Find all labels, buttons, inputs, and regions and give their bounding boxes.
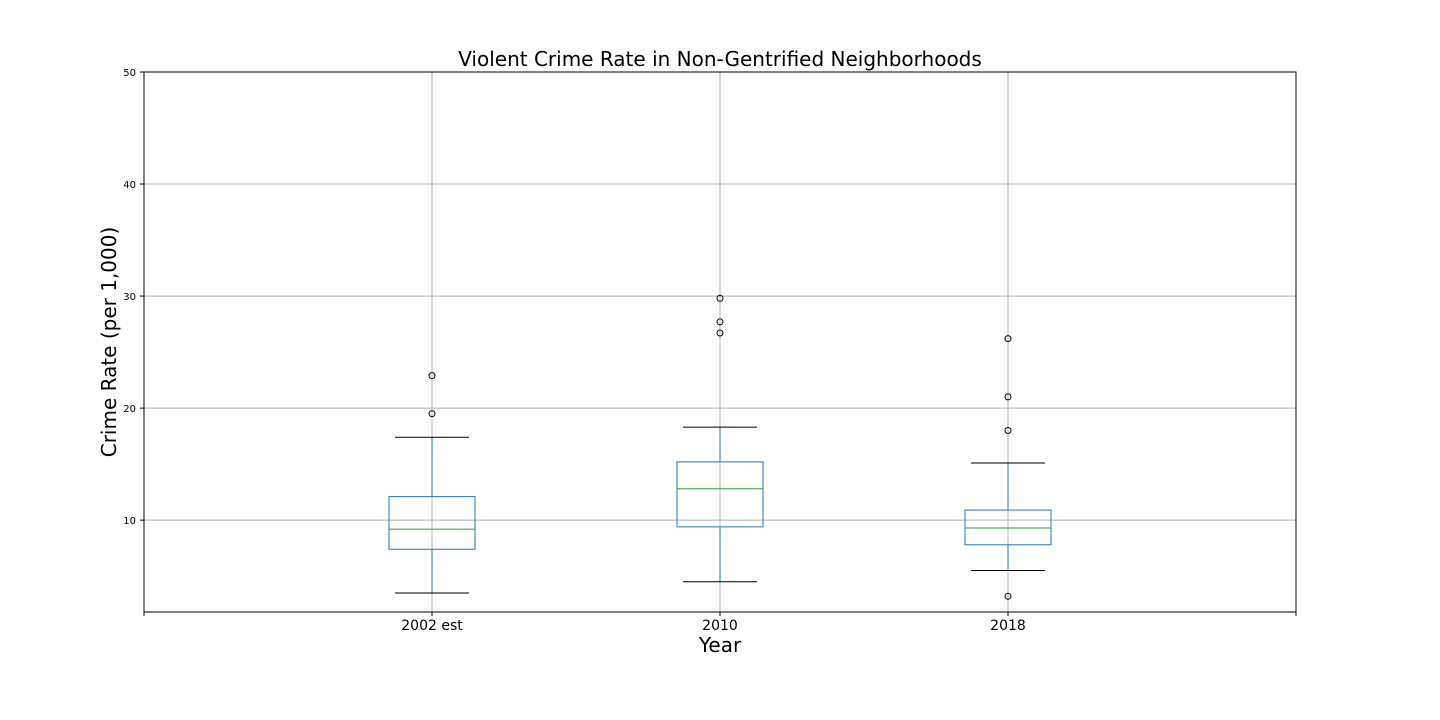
x-tick-label: 2002 est (401, 618, 463, 634)
iqr-box (964, 509, 1052, 546)
box-2018 (964, 335, 1052, 600)
outlier-point (1004, 427, 1012, 435)
y-tick-label: 40 (123, 180, 136, 191)
outlier-point (428, 410, 436, 418)
y-tick-label: 30 (123, 292, 136, 303)
x-tick-label: 2018 (990, 618, 1026, 634)
outlier-point (716, 329, 724, 337)
box-series (388, 294, 1052, 600)
y-tick-label: 20 (123, 404, 136, 415)
box-2002-est (388, 372, 476, 594)
outlier-point (1004, 393, 1012, 401)
chart-title: Violent Crime Rate in Non-Gentrified Nei… (458, 47, 982, 71)
outlier-point (1004, 335, 1012, 343)
iqr-box (676, 461, 764, 528)
box-2010 (676, 294, 764, 583)
y-tick-label: 10 (123, 516, 136, 527)
iqr-box (388, 496, 476, 550)
x-axis-label: Year (698, 633, 742, 657)
outlier-point (1004, 592, 1012, 600)
outlier-point (716, 318, 724, 326)
y-axis-label: Crime Rate (per 1,000) (97, 227, 121, 458)
outlier-point (428, 372, 436, 380)
x-tick-label: 2010 (702, 618, 738, 634)
outlier-point (716, 294, 724, 302)
y-tick-label: 50 (123, 68, 136, 79)
axis-ticks: 10 20 30 40 50 2002 est 2010 2018 (123, 68, 1297, 634)
